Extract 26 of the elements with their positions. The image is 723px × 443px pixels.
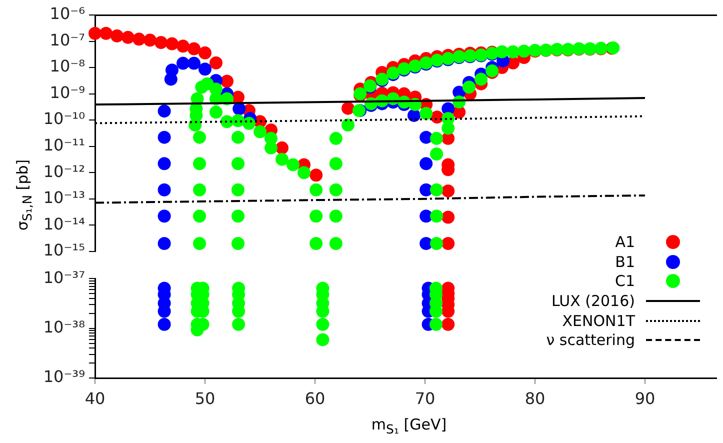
- legend-label: ν scattering: [546, 331, 635, 350]
- y-tick-label: 10⁻⁷: [50, 30, 85, 50]
- x-tick-label: 40: [84, 388, 106, 408]
- y-tick-label: 10⁻⁸: [50, 56, 85, 76]
- y-tick-label: 10⁻⁹: [50, 82, 85, 102]
- x-tick-label: 70: [414, 388, 436, 408]
- legend-label: LUX (2016): [551, 292, 635, 310]
- y-tick-label: 10⁻¹⁴: [43, 214, 85, 234]
- y-tick-label: 10⁻¹²: [43, 162, 85, 181]
- x-tick-label: 90: [634, 388, 656, 408]
- y-tick-label: 10⁻³⁸: [43, 317, 85, 336]
- y-tick-label: 10⁻¹⁵: [43, 240, 85, 260]
- y-tick-label: 10⁻¹³: [43, 188, 85, 208]
- x-tick-label: 80: [524, 388, 546, 408]
- legend-label: XENON1T: [562, 312, 635, 330]
- x-tick-label: 50: [194, 388, 216, 408]
- x-axis-title: m$_{S₁}$ [GeV]: [371, 416, 447, 436]
- y-tick-label: 10⁻¹⁰: [43, 109, 85, 128]
- y-tick-label: 10⁻¹¹: [43, 135, 85, 154]
- legend-label: A1: [615, 232, 635, 251]
- y-tick-label: 10⁻³⁷: [43, 268, 85, 287]
- y-tick-label: 10⁻⁶: [50, 4, 85, 24]
- legend-label: C1: [614, 272, 635, 290]
- y-tick-label: 10⁻³⁹: [43, 367, 85, 386]
- x-tick-label: 60: [304, 388, 326, 408]
- legend-label: B1: [615, 252, 635, 271]
